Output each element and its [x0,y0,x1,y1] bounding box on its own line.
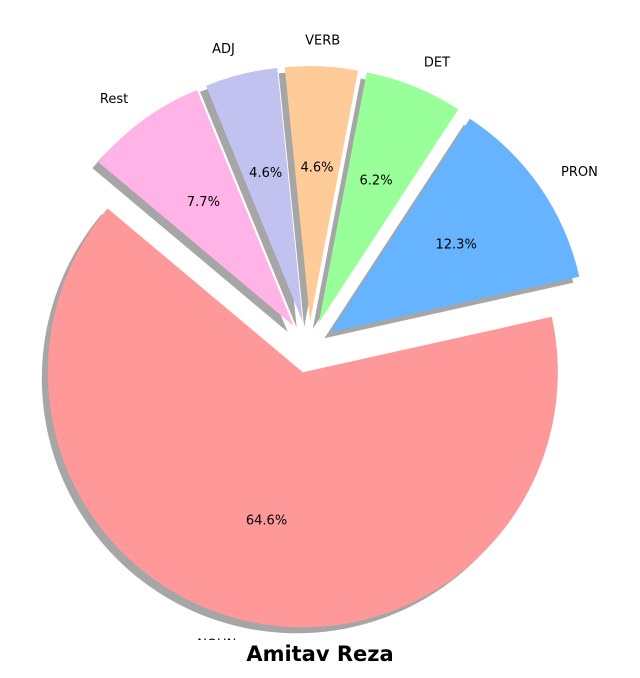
value-label-pron: 12.3% [436,238,477,253]
slice-noun [47,208,558,628]
pie-chart-svg: 64.6% NOUN 12.3% PRON 6.2% DET 4.6% VERB 4.6% ADJ… [41,33,598,652]
category-label-noun: NOUN [197,637,236,640]
value-label-verb: 4.6% [300,161,333,176]
category-label-adj: ADJ [212,42,235,57]
slice-layer [47,66,580,628]
category-label-rest: Rest [100,92,128,107]
slice-pron [330,118,580,333]
category-label-pron: PRON [561,165,598,180]
value-label-rest: 7.7% [187,195,220,210]
value-label-det: 6.2% [360,174,393,189]
value-label-adj: 4.6% [249,166,282,181]
slice-verb [284,66,359,322]
slice-det [318,72,459,323]
slice-adj [206,68,303,322]
chart-title: Amitav Reza [246,642,394,666]
category-label-verb: VERB [305,33,340,48]
value-label-noun: 64.6% [246,513,287,528]
slice-rest [98,90,294,327]
category-label-det: DET [424,55,450,70]
